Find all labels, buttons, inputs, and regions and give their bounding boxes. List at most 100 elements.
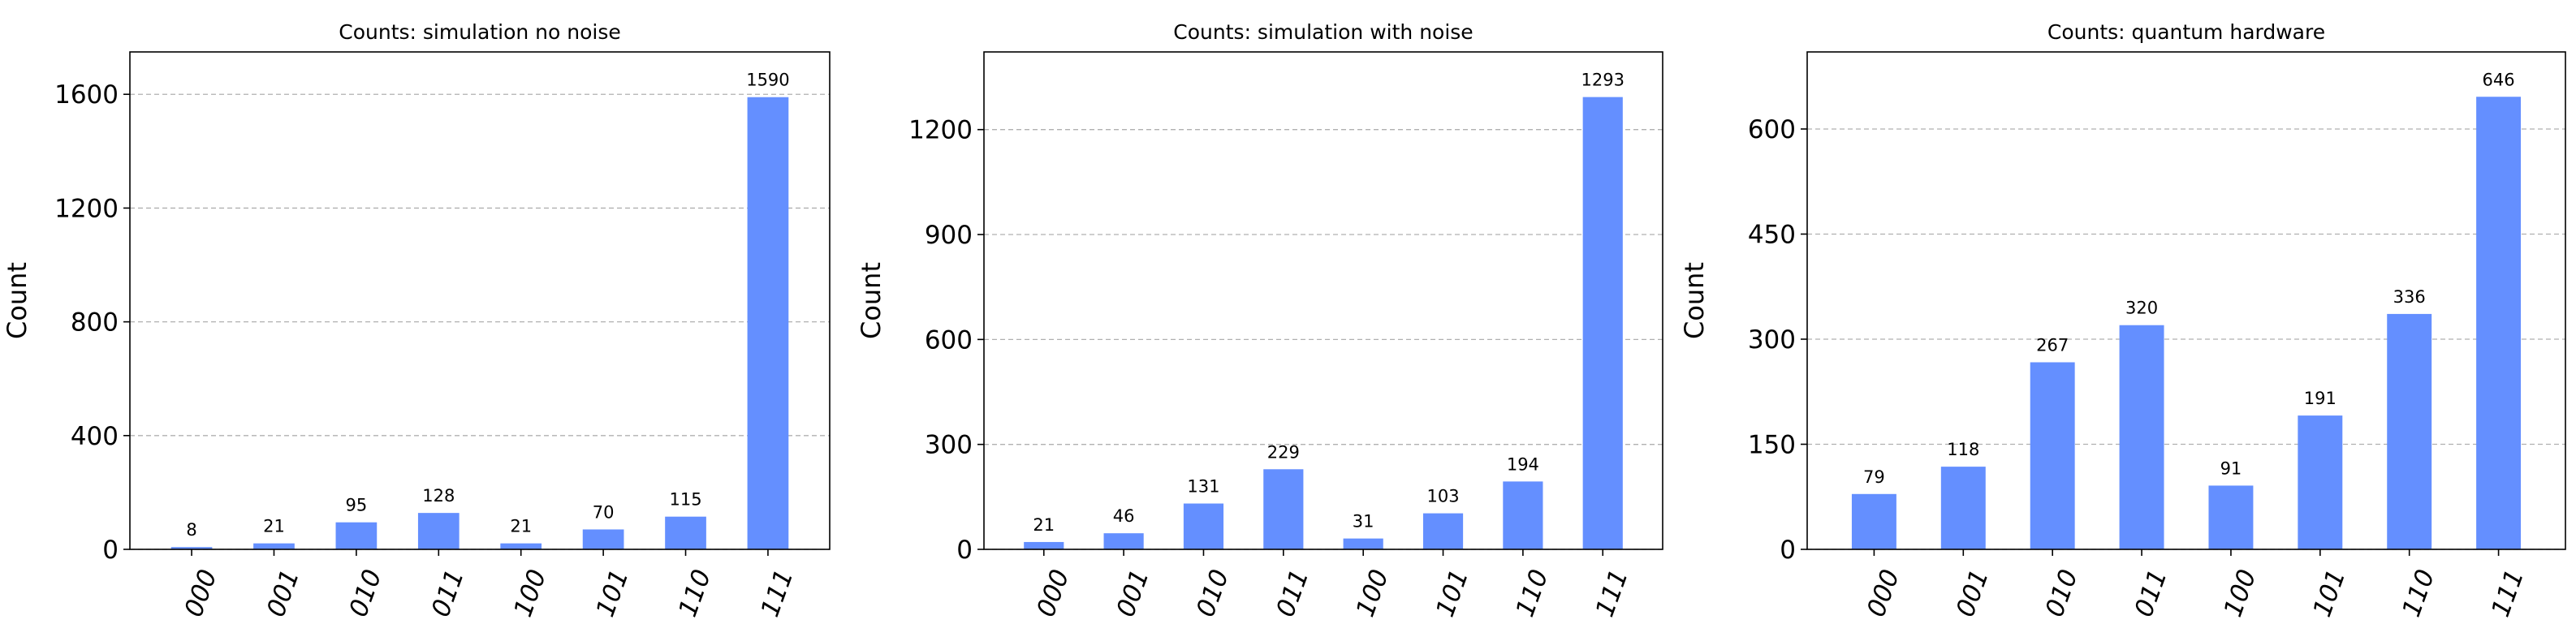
y-tick-label: 1200	[54, 194, 119, 223]
data-label: 21	[263, 517, 285, 536]
data-label: 320	[2125, 299, 2158, 318]
y-tick-label: 1600	[54, 80, 119, 110]
x-tick-label: 001	[1951, 566, 1995, 621]
bar	[417, 513, 460, 549]
data-label: 336	[2393, 287, 2426, 307]
bar	[2119, 325, 2164, 549]
bar	[170, 547, 213, 549]
data-label: 21	[510, 517, 532, 536]
x-tick-label: 000	[1862, 566, 1905, 621]
chart-panel-simulation-with-noise: Counts: simulation with noise Count 0 300…	[856, 20, 1663, 621]
bar	[2298, 415, 2343, 549]
data-label: 646	[2483, 70, 2515, 89]
y-axis-label: Count	[1679, 262, 1710, 339]
bar	[1024, 541, 1064, 549]
y-axis-label: Count	[2, 262, 32, 339]
bar	[747, 97, 789, 549]
data-label: 46	[1113, 506, 1135, 526]
data-label: 91	[2220, 458, 2242, 478]
data-label: 70	[593, 502, 615, 522]
data-label: 1293	[1581, 71, 1625, 90]
x-tick-label: 010	[2040, 566, 2084, 621]
y-tick-label: 150	[1748, 430, 1796, 459]
bar	[1940, 467, 1986, 549]
y-tick-label: 0	[1780, 536, 1796, 565]
plot-frame	[129, 51, 831, 550]
data-label: 131	[1187, 477, 1219, 497]
bar	[2030, 362, 2075, 549]
x-tick-label: 111	[2486, 566, 2530, 621]
y-tick-label: 600	[1748, 115, 1796, 144]
x-tick-label: 101	[2307, 566, 2351, 621]
x-tick-label: 000	[179, 566, 223, 621]
x-tick-label: 111	[755, 566, 799, 621]
data-label: 21	[1033, 515, 1055, 535]
data-label: 115	[669, 490, 701, 510]
x-tick-label: 111	[1590, 566, 1634, 621]
bar	[2476, 97, 2522, 549]
data-label: 103	[1426, 487, 1459, 506]
data-label: 31	[1353, 512, 1374, 531]
bar	[500, 543, 542, 549]
y-axis-label: Count	[856, 262, 887, 339]
chart-panel-quantum-hardware: Counts: quantum hardware Count 0 150 300 45…	[1679, 20, 2566, 621]
y-tick-label: 0	[956, 536, 973, 565]
data-label: 95	[346, 496, 368, 515]
bar	[582, 529, 624, 549]
bar	[2208, 485, 2254, 549]
x-tick-label: 010	[1191, 566, 1235, 621]
bar	[1183, 503, 1224, 549]
chart-title: Counts: simulation with noise	[1173, 20, 1473, 44]
x-tick-label: 001	[261, 566, 305, 621]
bar	[1503, 481, 1543, 549]
x-tick-label: 010	[343, 566, 387, 621]
x-tick-label: 001	[1111, 566, 1155, 621]
data-label: 79	[1863, 467, 1885, 487]
bar	[1851, 493, 1896, 549]
bar	[1582, 97, 1623, 550]
y-tick-label: 450	[1748, 220, 1796, 249]
y-tick-label: 400	[71, 422, 119, 451]
x-tick-label: 100	[1351, 566, 1395, 621]
bar	[253, 543, 295, 549]
bar	[1343, 538, 1383, 549]
x-tick-label: 101	[591, 566, 635, 621]
bar	[1263, 469, 1304, 549]
bar	[1422, 513, 1464, 549]
bar	[2387, 313, 2432, 549]
data-label: 8	[186, 520, 196, 540]
data-label: 191	[2304, 389, 2337, 408]
x-tick-label: 101	[1430, 566, 1474, 621]
y-tick-label: 900	[925, 221, 973, 250]
x-tick-label: 110	[1510, 566, 1554, 621]
chart-title: Counts: simulation no noise	[339, 20, 621, 44]
bar	[335, 522, 378, 549]
x-tick-label: 110	[2397, 566, 2440, 621]
x-tick-label: 011	[1271, 566, 1314, 621]
y-tick-label: 800	[71, 308, 119, 338]
y-tick-label: 300	[925, 431, 973, 460]
x-tick-label: 110	[673, 566, 717, 621]
data-label: 267	[2036, 335, 2069, 355]
y-tick-label: 1200	[908, 116, 973, 145]
chart-title: Counts: quantum hardware	[2047, 20, 2325, 44]
data-label: 194	[1507, 454, 1539, 474]
plot-frame	[1806, 51, 2566, 550]
x-tick-label: 100	[2218, 566, 2262, 621]
bar	[665, 516, 706, 549]
x-tick-label: 100	[508, 566, 552, 621]
chart-panel-simulation-no-noise: Counts: simulation no noise Count 040080…	[2, 20, 831, 621]
y-tick-label: 300	[1748, 325, 1796, 355]
data-label: 128	[422, 486, 455, 506]
y-tick-label: 600	[925, 325, 973, 355]
data-label: 229	[1267, 442, 1300, 462]
x-tick-label: 000	[1031, 566, 1075, 621]
plot-frame	[983, 51, 1663, 550]
x-tick-label: 011	[426, 566, 470, 621]
x-tick-label: 011	[2129, 566, 2173, 621]
data-label: 118	[1947, 440, 1979, 459]
bar	[1103, 533, 1144, 549]
data-label: 1590	[746, 71, 789, 90]
y-tick-label: 0	[102, 536, 119, 565]
